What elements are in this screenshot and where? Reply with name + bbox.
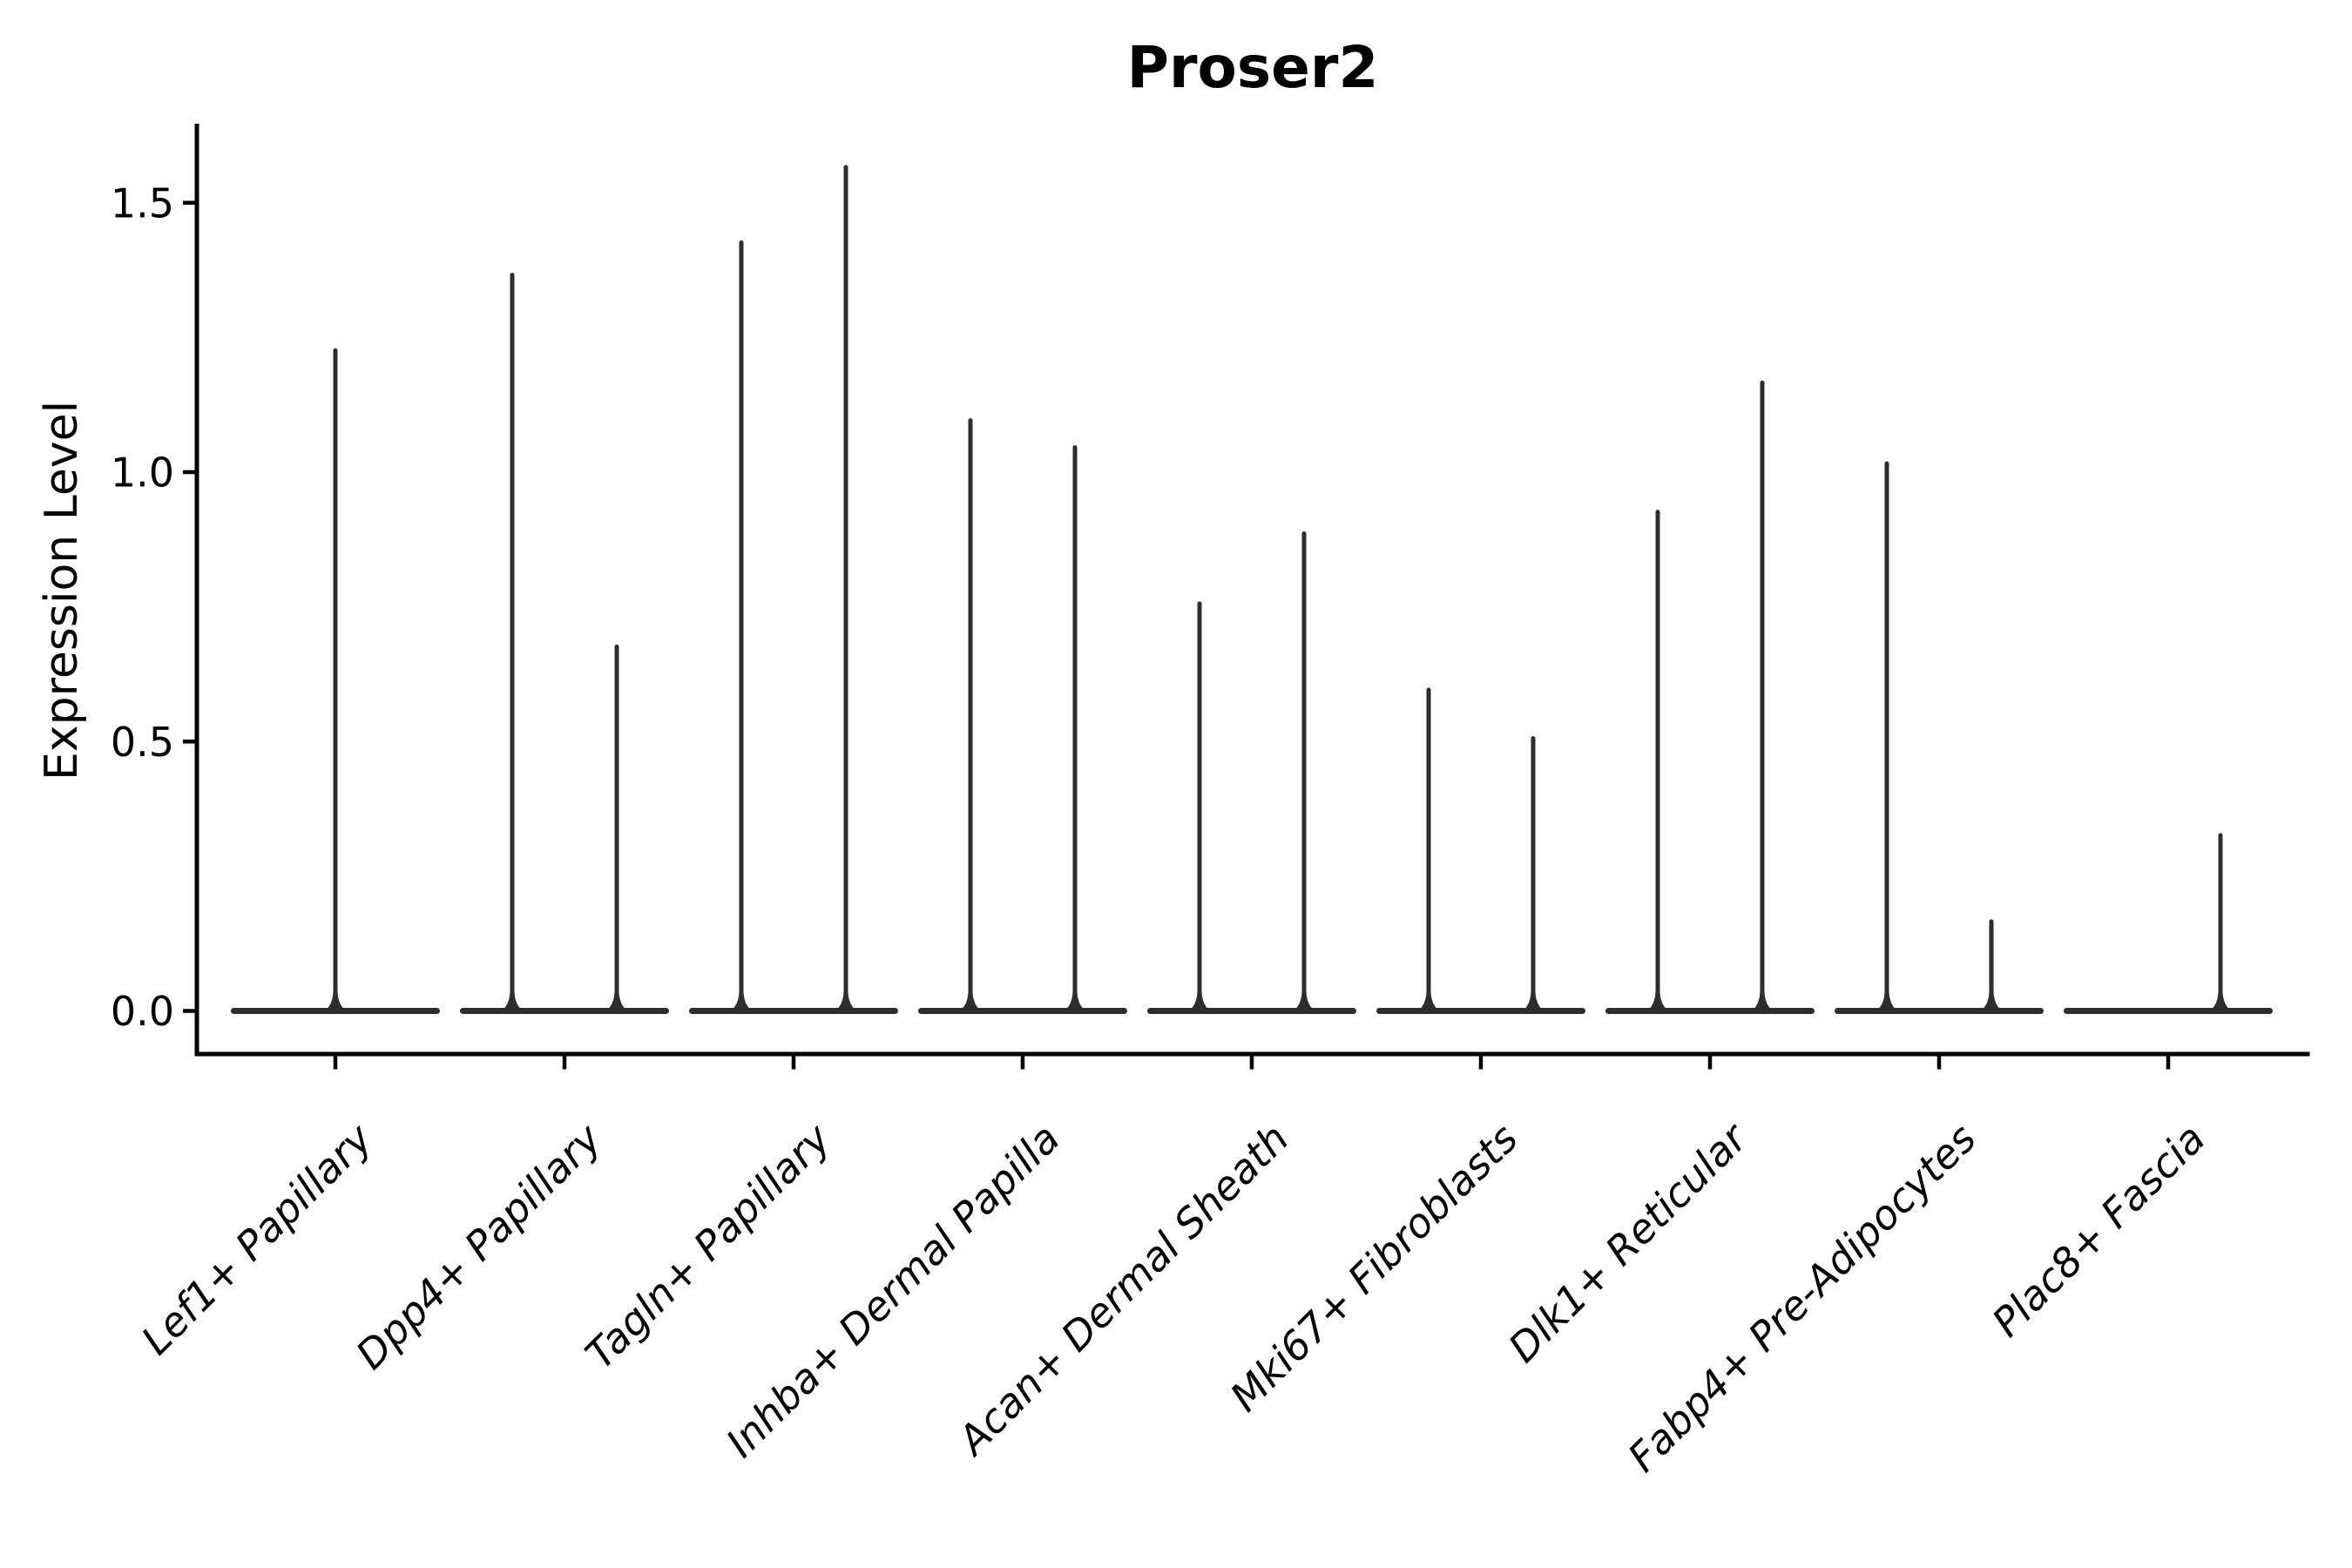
violin-category-8 bbox=[1835, 461, 2044, 1014]
x-tick-label: Tagln+ Papillary bbox=[576, 1114, 840, 1378]
violin-category-1 bbox=[231, 348, 440, 1014]
violin-category-7 bbox=[1605, 380, 1815, 1014]
violin-base bbox=[1376, 1008, 1585, 1014]
violin-category-6 bbox=[1376, 687, 1585, 1014]
x-tick-label: Dlk1+ Reticular bbox=[1499, 1112, 1758, 1371]
x-axis-spine bbox=[194, 1051, 2310, 1057]
x-tick-label: Dpp4+ Papillary bbox=[347, 1114, 611, 1378]
violin-base bbox=[2064, 1008, 2273, 1014]
violin-base bbox=[1835, 1008, 2044, 1014]
violin-base bbox=[689, 1008, 898, 1014]
violin-category-4 bbox=[918, 418, 1127, 1014]
violin-base bbox=[1605, 1008, 1815, 1014]
violin-base bbox=[460, 1008, 669, 1014]
x-tick-label: Plac8+ Fascia bbox=[1983, 1115, 2213, 1346]
plot-title: Proser2 bbox=[1127, 34, 1379, 101]
y-tick-label: 1.5 bbox=[111, 179, 174, 226]
y-axis-spine bbox=[194, 124, 199, 1057]
violin-base bbox=[918, 1008, 1127, 1014]
y-tick-label: 0.5 bbox=[111, 719, 174, 766]
violin-category-3 bbox=[689, 165, 898, 1014]
violins-layer bbox=[231, 165, 2273, 1014]
y-axis-label: Expression Level bbox=[36, 401, 88, 781]
violin-category-5 bbox=[1147, 531, 1356, 1014]
y-tick-label: 1.0 bbox=[111, 449, 174, 497]
violin-category-2 bbox=[460, 273, 669, 1014]
y-tick-label: 0.0 bbox=[111, 988, 174, 1035]
x-tick-label: Lef1+ Papillary bbox=[132, 1114, 382, 1363]
violin-base bbox=[1147, 1008, 1356, 1014]
violin-category-9 bbox=[2064, 833, 2273, 1014]
